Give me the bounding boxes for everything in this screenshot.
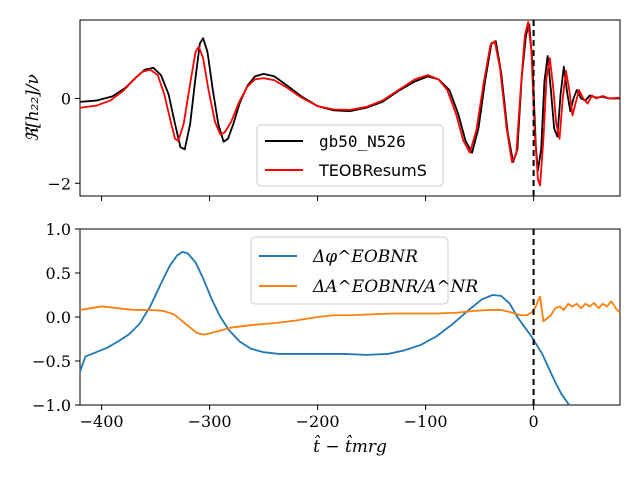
legend-label-dphi: Δφ^EOBNR — [312, 247, 418, 267]
top-ytick-label: 0 — [61, 89, 71, 108]
top-panel: −2 0 ℜ[h₂₂]/ν gb50_N526 TEOBResumS — [23, 19, 621, 201]
bottom-ytick-label: 0.0 — [46, 308, 71, 327]
bottom-series-line-1 — [79, 295, 621, 336]
legend-label-gb50: gb50_N526 — [319, 132, 406, 151]
bottom-xlabel: t̂ − t̂mrg — [313, 435, 387, 457]
top-legend-box — [256, 124, 444, 187]
bottom-xtick-label: −100 — [404, 412, 448, 431]
bottom-y-ticks: −1.0 −0.5 0.0 0.5 1.0 — [32, 220, 80, 415]
top-x-ticks — [101, 196, 535, 201]
top-legend: gb50_N526 TEOBResumS — [256, 124, 444, 187]
legend-label-damp: ΔA^EOBNR/A^NR — [312, 277, 478, 297]
bottom-series-line-0 — [79, 250, 570, 406]
bottom-legend: Δφ^EOBNR ΔA^EOBNR/A^NR — [250, 236, 478, 305]
bottom-xtick-label: 0 — [529, 412, 539, 431]
top-series-group — [79, 21, 621, 187]
top-plot-frame — [79, 19, 621, 197]
bottom-xtick-label: −200 — [296, 412, 340, 431]
bottom-ytick-label: 0.5 — [46, 264, 71, 283]
bottom-legend-box — [250, 236, 449, 305]
bottom-xtick-label: −300 — [188, 412, 232, 431]
bottom-ytick-label: 1.0 — [46, 220, 71, 239]
bottom-panel: −1.0 −0.5 0.0 0.5 1.0 −400 −300 −200 −100 0 t̂ −… — [32, 220, 621, 457]
top-series-line-1 — [79, 21, 621, 187]
top-ytick-label: −2 — [47, 174, 71, 193]
top-y-ticks: −2 0 — [47, 89, 80, 193]
top-ylabel: ℜ[h₂₂]/ν — [23, 74, 43, 142]
bottom-ytick-label: −0.5 — [32, 352, 71, 371]
bottom-xtick-label: −400 — [80, 412, 124, 431]
legend-label-teob: TEOBResumS — [318, 161, 427, 180]
bottom-ytick-label: −1.0 — [32, 396, 71, 415]
bottom-x-ticks: −400 −300 −200 −100 0 — [80, 405, 539, 431]
bottom-series-group — [79, 250, 621, 406]
